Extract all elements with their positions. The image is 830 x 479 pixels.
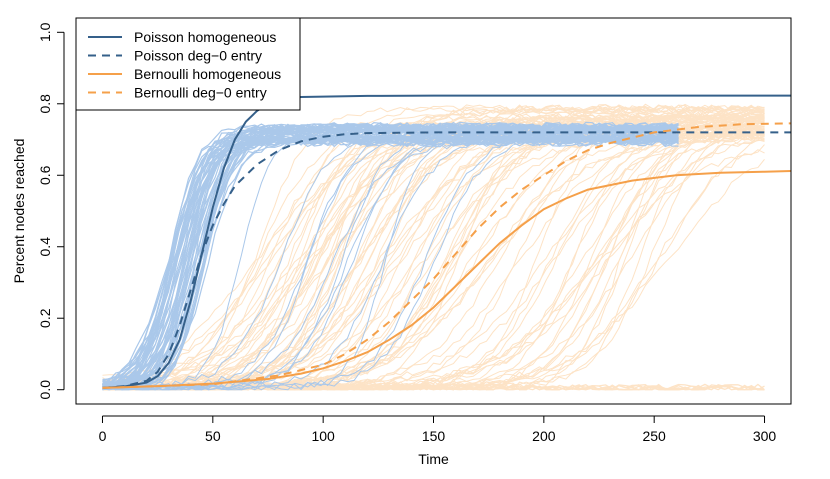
y-tick-label: 0.0 xyxy=(37,380,53,400)
y-tick-label: 0.8 xyxy=(37,94,53,114)
bernoulli-run-line xyxy=(102,104,765,391)
legend-label-2: Bernoulli homogeneous xyxy=(134,66,281,82)
y-tick-label: 1.0 xyxy=(37,22,53,42)
y-tick-label: 0.2 xyxy=(37,308,53,328)
bernoulli-run-line xyxy=(102,107,765,391)
poisson-run-line xyxy=(102,126,679,391)
bernoulli-run-line xyxy=(102,112,765,390)
legend-box xyxy=(75,17,301,111)
series-line-2 xyxy=(102,170,791,389)
bernoulli-run-line xyxy=(102,103,765,391)
x-axis: 0 50 100 150 200 250 300 xyxy=(99,415,777,444)
y-axis-label: Percent nodes reached xyxy=(11,139,27,284)
legend-label-0: Poisson homogeneous xyxy=(134,29,276,45)
x-tick-label: 200 xyxy=(532,428,556,444)
x-tick-label: 0 xyxy=(99,428,107,444)
x-axis-label: Time xyxy=(418,451,449,467)
poisson-run-line xyxy=(102,139,679,391)
y-tick-label: 0.4 xyxy=(37,237,53,257)
y-tick-label: 0.6 xyxy=(37,165,53,185)
simulation-runs xyxy=(102,103,765,391)
poisson-run-line xyxy=(102,124,679,390)
x-tick-label: 150 xyxy=(422,428,446,444)
bernoulli-run-line xyxy=(102,105,765,386)
series-line-0 xyxy=(102,94,791,389)
legend-label-3: Bernoulli deg−0 entry xyxy=(134,85,267,101)
legend-label-1: Poisson deg−0 entry xyxy=(134,48,262,64)
series-line-1 xyxy=(102,131,791,389)
y-axis: 0.0 0.2 0.4 0.6 0.8 1.0 xyxy=(37,22,65,400)
x-tick-label: 300 xyxy=(753,428,777,444)
series-line-3 xyxy=(102,122,791,389)
x-tick-label: 100 xyxy=(311,428,335,444)
x-tick-label: 50 xyxy=(205,428,221,444)
poisson-run-line xyxy=(102,126,679,391)
bernoulli-run-line xyxy=(102,117,765,391)
series-lines xyxy=(102,94,791,389)
x-tick-label: 250 xyxy=(642,428,666,444)
poisson-run-line xyxy=(102,138,679,391)
poisson-run-line xyxy=(102,135,679,391)
legend: Poisson homogeneous Poisson deg−0 entry Be… xyxy=(75,17,301,111)
plot-area-frame xyxy=(75,17,792,405)
